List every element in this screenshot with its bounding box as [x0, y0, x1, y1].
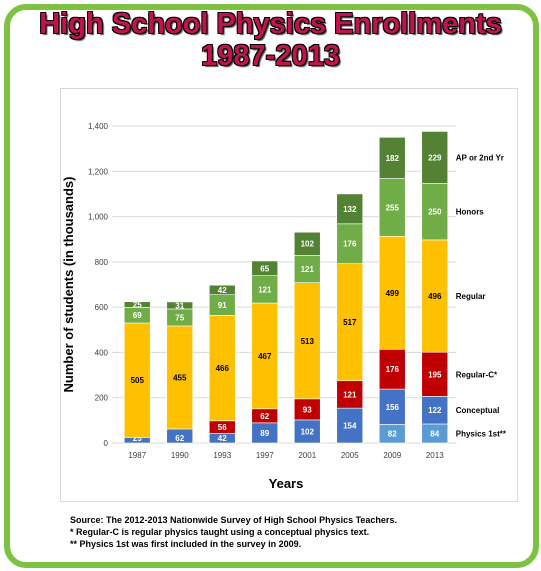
y-axis-title: Number of students (in thousands)	[61, 177, 76, 393]
data-label: 42	[218, 434, 227, 443]
x-axis-title: Years	[269, 476, 304, 491]
data-label: 25	[133, 434, 142, 443]
data-label: 505	[131, 376, 145, 385]
data-label: 156	[386, 403, 400, 412]
x-tick-label: 2013	[426, 451, 444, 460]
data-label: 496	[428, 292, 442, 301]
data-label: 121	[343, 390, 357, 399]
data-label: 154	[343, 422, 357, 431]
y-tick-label: 0	[104, 439, 109, 448]
y-tick-label: 1,200	[88, 167, 109, 176]
data-label: 82	[388, 430, 397, 439]
x-tick-label: 2005	[341, 451, 359, 460]
footnote-regular-c: * Regular-C is regular physics taught us…	[70, 527, 370, 537]
data-label: 121	[258, 285, 272, 294]
data-label: 75	[175, 313, 184, 322]
x-tick-label: 1997	[256, 451, 274, 460]
legend-label-regular_c: Regular-C*	[456, 370, 498, 379]
data-label: 499	[386, 289, 400, 298]
bar-segment-honors	[378, 178, 406, 237]
bar-segment-honors	[251, 275, 279, 304]
data-label: 467	[258, 352, 272, 361]
bar-segment-ap	[251, 260, 279, 276]
bar-segment-regular	[251, 302, 279, 410]
data-label: 229	[428, 153, 442, 162]
x-tick-label: 2009	[383, 451, 401, 460]
bar-segment-regular	[208, 314, 236, 422]
data-label: 513	[301, 337, 315, 346]
chart-title-line1: High School Physics Enrollments	[39, 8, 502, 40]
legend-label-honors: Honors	[456, 208, 485, 217]
data-label: 195	[428, 370, 442, 379]
bar-segment-conceptual	[336, 407, 364, 444]
data-label: 182	[386, 154, 400, 163]
data-label: 42	[218, 286, 227, 295]
bar-segment-ap	[208, 284, 236, 295]
y-tick-label: 1,000	[88, 213, 109, 222]
y-tick-label: 200	[95, 394, 109, 403]
chart-title: High School Physics Enrollments 1987-201…	[0, 8, 541, 72]
bar-segment-regular	[336, 263, 364, 382]
data-label: 91	[218, 301, 227, 310]
bar-segment-regular_c	[421, 351, 449, 397]
bar-segment-regular_c	[378, 348, 406, 390]
data-label: 89	[260, 429, 269, 438]
bar-segment-ap	[166, 301, 194, 310]
data-label: 517	[343, 318, 357, 327]
x-tick-label: 1987	[128, 451, 146, 460]
data-label: 102	[301, 427, 315, 436]
bar-segment-ap	[378, 137, 406, 179]
data-label: 62	[260, 412, 269, 421]
bar-segment-honors	[336, 223, 364, 264]
bar-segment-ap	[336, 193, 364, 225]
y-tick-label: 800	[95, 258, 109, 267]
data-label: 176	[343, 240, 357, 249]
data-label: 56	[218, 423, 227, 432]
bar-segment-ap	[123, 301, 151, 308]
data-label: 255	[386, 203, 400, 212]
data-label: 176	[386, 365, 400, 374]
data-label: 122	[428, 406, 442, 415]
data-label: 62	[175, 434, 184, 443]
y-tick-label: 400	[95, 348, 109, 357]
data-label: 84	[430, 429, 439, 438]
y-tick-label: 1,400	[88, 122, 109, 131]
bar-segment-regular	[123, 322, 151, 438]
data-label: 69	[133, 311, 142, 320]
data-label: 466	[216, 364, 230, 373]
y-tick-label: 600	[95, 303, 109, 312]
chart-title-line2: 1987-2013	[201, 40, 340, 72]
footnote-physics-1st: ** Physics 1st was first included in the…	[70, 539, 302, 549]
data-label: 25	[133, 301, 142, 310]
legend-label-physics_1st: Physics 1st**	[456, 429, 507, 438]
bar-segment-regular	[378, 235, 406, 350]
x-tick-label: 1990	[171, 451, 189, 460]
legend-label-ap: AP or 2nd Yr	[456, 153, 504, 162]
bar-segment-honors	[293, 254, 321, 283]
data-label: 455	[173, 373, 187, 382]
data-label: 31	[175, 301, 184, 310]
bar-segment-ap	[293, 231, 321, 256]
bar-segment-ap	[421, 131, 449, 184]
bar-segment-regular	[293, 282, 321, 400]
x-tick-label: 1993	[213, 451, 231, 460]
chart-notes: Source: The 2012-2013 Nationwide Survey …	[70, 514, 397, 550]
legend-label-regular: Regular	[456, 292, 486, 301]
legend-label-conceptual: Conceptual	[456, 406, 500, 415]
data-label: 132	[343, 205, 357, 214]
bar-segment-regular	[166, 325, 194, 430]
x-tick-label: 2001	[298, 451, 316, 460]
data-label: 102	[301, 240, 315, 249]
data-label: 93	[303, 405, 312, 414]
data-label: 121	[301, 265, 315, 274]
data-label: 250	[428, 208, 442, 217]
data-label: 65	[260, 264, 269, 273]
source-note: Source: The 2012-2013 Nationwide Survey …	[70, 515, 397, 525]
